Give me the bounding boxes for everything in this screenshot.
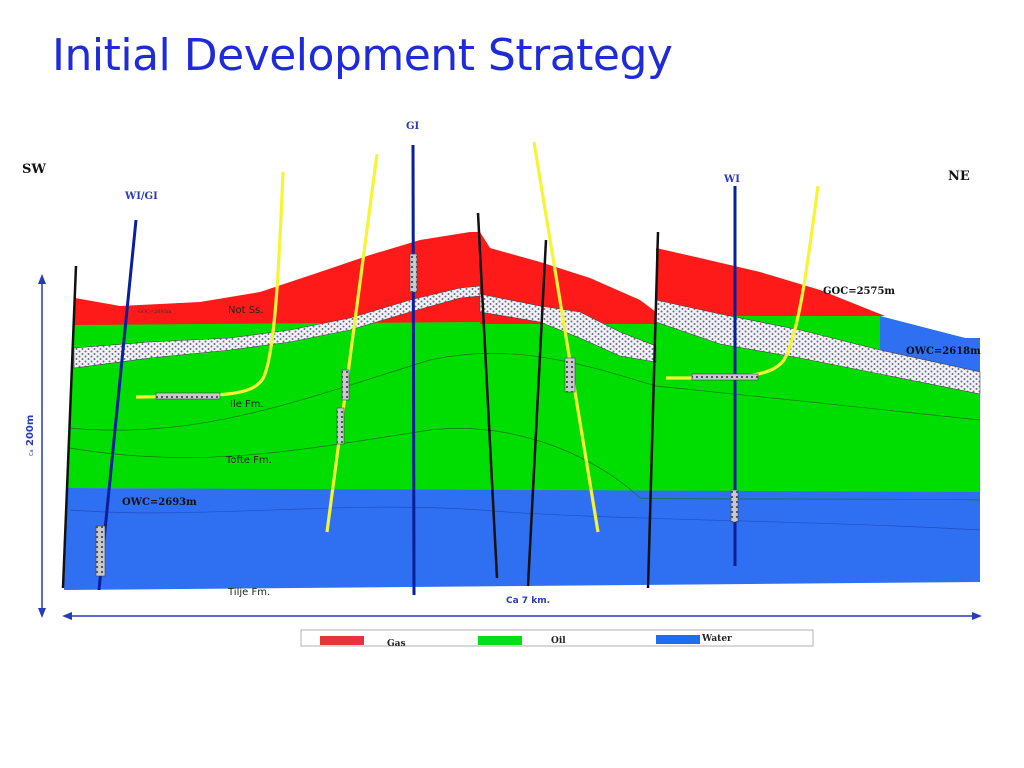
well-label-wi: WI xyxy=(723,174,740,185)
formation-tofte: Tofte Fm. xyxy=(225,455,272,466)
owc-label-right: OWC=2618m xyxy=(906,346,981,357)
gas-cap-right xyxy=(656,248,885,316)
direction-ne: NE xyxy=(948,169,970,184)
owc-label-left: OWC=2693m xyxy=(122,497,197,508)
legend-swatch-oil xyxy=(478,636,522,645)
horizon-line xyxy=(69,428,981,501)
gas-cap-left xyxy=(74,232,480,325)
perforation xyxy=(341,369,350,401)
legend-label-water: Water xyxy=(701,634,732,644)
formation-tilje: Tilje Fm. xyxy=(227,587,270,598)
water-zone xyxy=(64,488,980,590)
fault-line xyxy=(61,265,78,589)
arrow-head-left xyxy=(62,612,72,620)
legend-label-oil: Oil xyxy=(551,636,566,646)
perforation xyxy=(730,489,739,523)
vertical-scale-label: 200m xyxy=(25,415,36,446)
fault-line xyxy=(476,212,499,579)
goc-label-right: GOC=2575m xyxy=(823,286,895,297)
formation-ile: Ile Fm. xyxy=(230,399,264,410)
perforation xyxy=(409,253,418,293)
well-label-gi: GI xyxy=(406,121,420,132)
well-gi xyxy=(411,144,416,596)
direction-sw: SW xyxy=(22,162,46,177)
fault-line xyxy=(526,239,548,587)
perforation xyxy=(155,392,221,400)
perforation xyxy=(564,357,576,393)
arrow-head-up xyxy=(38,274,46,284)
formation-not: Not Ss. xyxy=(228,305,263,316)
perforation xyxy=(336,407,345,445)
perforation xyxy=(691,373,759,381)
legend-swatch-water xyxy=(656,635,700,644)
gas-cap-center xyxy=(480,232,656,324)
sand-layer-center xyxy=(479,293,657,363)
deviated-well xyxy=(325,153,379,533)
page-title: Initial Development Strategy xyxy=(52,30,673,81)
arrow-head-down xyxy=(38,608,46,618)
legend-label-gas: Gas xyxy=(387,639,406,649)
legend-swatch-gas xyxy=(320,636,364,645)
horizon-line xyxy=(69,506,981,531)
well-label-wi-gi: WI/GI xyxy=(124,191,158,202)
sand-layer-right xyxy=(655,299,981,395)
arrow-head-right xyxy=(972,612,982,620)
deviated-well-center xyxy=(532,141,600,533)
vertical-scale-prefix: Ca xyxy=(29,449,35,456)
horizon-line xyxy=(69,353,981,431)
horizontal-scale-label: Ca 7 km. xyxy=(506,596,550,606)
goc-label-left: GOC=2693m xyxy=(138,309,172,315)
perforation xyxy=(95,525,106,577)
oil-zone xyxy=(68,316,980,492)
fault-line xyxy=(646,231,660,589)
